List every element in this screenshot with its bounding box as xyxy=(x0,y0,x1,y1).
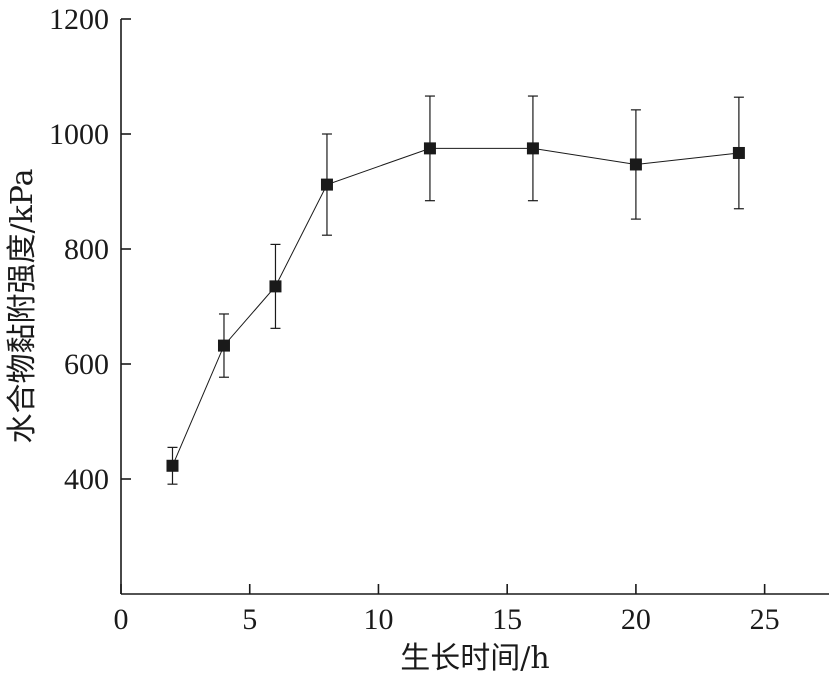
x-tick-label: 20 xyxy=(621,603,651,636)
plot-frame xyxy=(120,19,829,595)
data-point xyxy=(217,339,230,352)
x-ticks: 0 5 10 15 20 25 xyxy=(114,584,780,636)
x-tick-label: 10 xyxy=(363,603,393,636)
y-tick-label: 1000 xyxy=(49,118,109,151)
y-axis-title: 水合物黏附强度/kPa xyxy=(5,168,40,443)
y-tick-label: 800 xyxy=(64,233,109,266)
x-tick-label: 25 xyxy=(750,603,780,636)
series-line xyxy=(172,147,739,466)
y-ticks: 400 600 800 1000 1200 xyxy=(49,3,131,496)
x-tick-label: 0 xyxy=(114,603,129,636)
data-point xyxy=(629,158,642,171)
x-tick-label: 5 xyxy=(242,603,257,636)
x-tick-label: 15 xyxy=(492,603,522,636)
data-point xyxy=(423,142,436,155)
y-tick-label: 600 xyxy=(64,348,109,381)
data-point xyxy=(732,146,745,159)
series xyxy=(166,95,745,485)
data-point xyxy=(526,142,539,155)
y-tick-label: 400 xyxy=(64,463,109,496)
data-point xyxy=(269,280,282,293)
x-axis-title: 生长时间/h xyxy=(400,641,549,675)
y-tick-label: 1200 xyxy=(49,3,109,36)
data-point xyxy=(320,178,333,191)
data-point xyxy=(166,459,179,472)
